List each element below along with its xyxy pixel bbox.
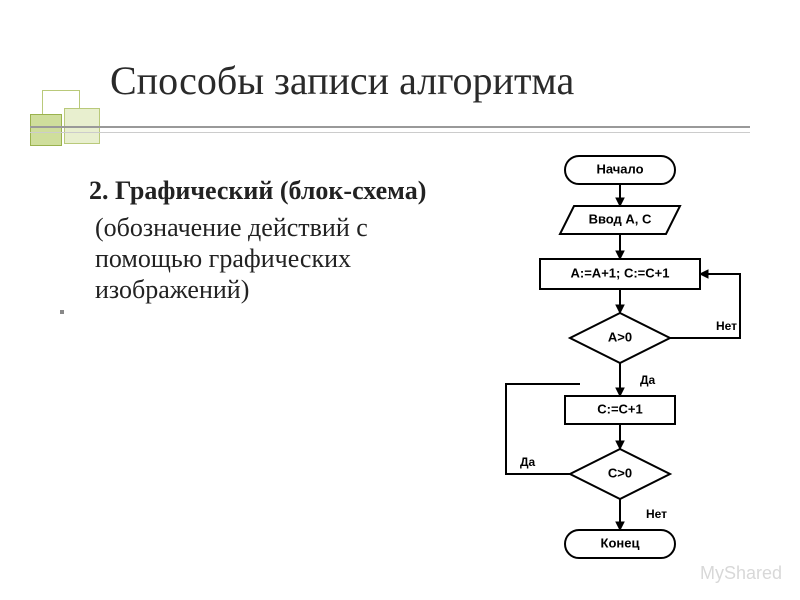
sub-heading: 2. Графический (блок-схема) xyxy=(95,176,455,206)
body-text-block: 2. Графический (блок-схема) (обозначение… xyxy=(95,176,455,305)
svg-text:Начало: Начало xyxy=(596,161,643,176)
svg-text:C>0: C>0 xyxy=(608,465,632,480)
svg-text:Ввод A, C: Ввод A, C xyxy=(589,211,652,226)
svg-text:Да: Да xyxy=(520,455,536,469)
sub-description: (обозначение действий с помощью графичес… xyxy=(95,212,455,306)
svg-text:C:=C+1: C:=C+1 xyxy=(597,401,643,416)
bullet-dot xyxy=(60,310,64,314)
flowchart-diagram: Да Нет Да Нет Начало Ввод A, C A:=A+1; C:=C+1 A… xyxy=(480,152,780,582)
svg-text:Конец: Конец xyxy=(601,535,640,550)
slide-title: Способы записи алгоритма xyxy=(110,60,574,102)
svg-text:Нет: Нет xyxy=(716,319,737,333)
svg-text:A:=A+1; C:=C+1: A:=A+1; C:=C+1 xyxy=(571,265,670,280)
title-underline xyxy=(30,126,750,133)
svg-text:Нет: Нет xyxy=(646,507,667,521)
svg-text:Да: Да xyxy=(640,373,656,387)
watermark-text: MyShared xyxy=(700,563,782,584)
svg-text:A>0: A>0 xyxy=(608,329,632,344)
